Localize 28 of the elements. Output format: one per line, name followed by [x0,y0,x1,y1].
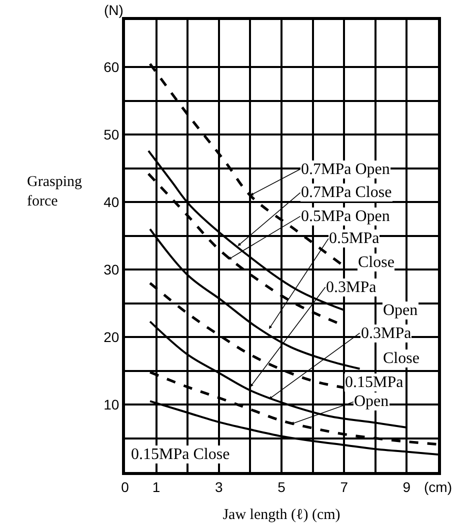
x-axis-title: Jaw length (ℓ) (cm) [222,506,340,523]
y-tick-label: 50 [104,126,120,143]
y-tick-label: 60 [104,59,120,76]
text: (N) [104,2,124,18]
y-tick-label: 30 [104,262,120,278]
x-tick-label: (cm) [424,478,452,495]
x-tick-label: 7 [340,478,348,495]
annotation: 0.5MPa [329,230,380,247]
annotation: Close [358,254,394,271]
x-tick-label: 5 [278,478,286,495]
annotation: 0.3MPa [326,279,376,296]
x-tick-label: 0 [121,478,130,495]
y-tick-label: 10 [104,396,120,412]
annotation: Close [383,350,420,367]
y-axis-title: Grasping force [27,174,82,210]
x-tick-label: 3 [215,478,223,495]
y-tick-label: 40 [104,194,120,210]
x-tick-label: 1 [152,478,160,495]
annotation: Open [383,302,418,319]
annotation: 0.15MPa [345,374,404,391]
annotation: Open [354,393,389,410]
annotation: 0.3MPa [361,325,412,342]
annotation: 0.7MPa Open [301,161,390,178]
x-tick-label: 9 [402,478,411,495]
annotation: 0.15MPa Close [131,446,230,463]
y-tick-label: 20 [104,328,120,345]
annotation: 0.5MPa Open [301,208,390,225]
annotation: 0.7MPa Close [301,184,392,201]
